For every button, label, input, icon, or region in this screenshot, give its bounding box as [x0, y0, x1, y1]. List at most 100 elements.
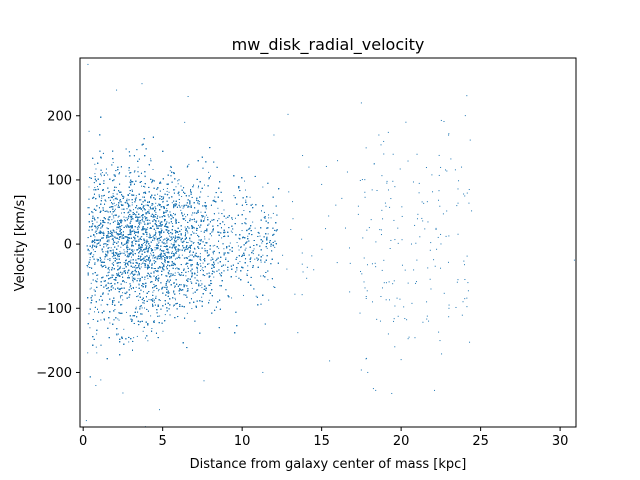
data-point: [123, 262, 125, 263]
data-point: [126, 256, 128, 258]
data-point: [126, 244, 128, 246]
data-point: [140, 222, 142, 224]
data-point: [208, 178, 210, 180]
data-point: [175, 186, 177, 188]
data-point: [125, 217, 127, 219]
data-point: [149, 245, 151, 247]
data-point: [231, 231, 233, 233]
data-point: [197, 187, 199, 189]
data-point: [262, 254, 264, 256]
data-point: [174, 189, 176, 191]
data-point: [116, 204, 118, 206]
data-point: [252, 221, 254, 223]
data-point: [159, 315, 161, 317]
data-point: [121, 208, 123, 210]
data-point: [125, 201, 127, 203]
data-point: [259, 235, 261, 237]
data-point: [97, 227, 99, 229]
data-point: [159, 249, 161, 251]
data-point: [151, 328, 153, 330]
data-point: [208, 253, 210, 255]
data-point: [231, 297, 233, 299]
data-point: [164, 211, 166, 213]
data-point: [141, 208, 143, 210]
data-point: [144, 307, 146, 309]
data-point: [109, 269, 111, 271]
data-point: [267, 279, 269, 281]
data-point: [157, 255, 159, 257]
data-point: [123, 267, 125, 269]
data-point: [195, 232, 197, 234]
data-point: [148, 274, 150, 276]
data-point: [97, 259, 99, 261]
data-point: [186, 312, 188, 314]
data-point: [173, 262, 175, 264]
data-point: [169, 170, 171, 172]
data-point: [204, 248, 206, 250]
data-point: [148, 209, 150, 211]
data-point: [104, 258, 106, 260]
data-point: [187, 271, 189, 273]
data-point: [188, 163, 190, 165]
data-point: [186, 202, 188, 203]
data-point: [205, 242, 207, 244]
data-point: [155, 295, 157, 297]
data-point: [126, 311, 128, 313]
data-point: [106, 245, 108, 247]
data-point: [121, 225, 123, 227]
data-point: [253, 248, 255, 250]
data-point: [135, 286, 137, 288]
data-point: [270, 217, 272, 219]
data-point: [100, 219, 102, 221]
data-point: [122, 252, 124, 254]
data-point: [204, 184, 205, 186]
data-point: [128, 341, 130, 343]
data-point: [105, 254, 107, 256]
data-point: [211, 257, 213, 259]
data-point: [113, 231, 115, 233]
data-point: [138, 299, 140, 301]
data-point: [132, 273, 134, 275]
data-point: [94, 262, 96, 264]
data-point: [247, 265, 249, 267]
data-point: [184, 226, 186, 228]
data-point: [114, 255, 116, 257]
data-point: [174, 229, 176, 231]
data-point: [142, 210, 144, 212]
data-point: [156, 243, 158, 245]
data-point: [174, 297, 176, 299]
data-point: [148, 299, 150, 301]
data-point: [89, 327, 91, 329]
data-point: [183, 247, 185, 249]
data-point: [93, 289, 95, 291]
data-point: [96, 352, 98, 354]
data-point: [97, 225, 99, 227]
data-point: [184, 121, 186, 123]
data-point: [192, 292, 194, 294]
data-point: [134, 233, 136, 235]
data-point: [200, 280, 202, 282]
data-point: [169, 256, 171, 258]
data-point: [100, 295, 102, 297]
data-point: [149, 275, 151, 277]
data-point: [182, 207, 184, 209]
data-point: [165, 229, 167, 231]
data-point: [181, 274, 183, 276]
data-point: [178, 202, 180, 204]
data-point: [127, 264, 129, 266]
data-point: [111, 263, 113, 265]
data-point: [119, 251, 121, 253]
data-point: [157, 269, 159, 271]
data-point: [173, 242, 175, 244]
data-point: [159, 235, 161, 237]
data-point: [131, 204, 133, 206]
data-point: [121, 212, 122, 214]
data-point: [243, 210, 245, 211]
data-point: [97, 227, 99, 229]
data-point: [175, 268, 177, 270]
data-point: [208, 171, 210, 173]
data-point: [149, 255, 151, 257]
data-point: [246, 273, 248, 275]
data-point: [87, 266, 89, 268]
data-point: [244, 180, 246, 182]
